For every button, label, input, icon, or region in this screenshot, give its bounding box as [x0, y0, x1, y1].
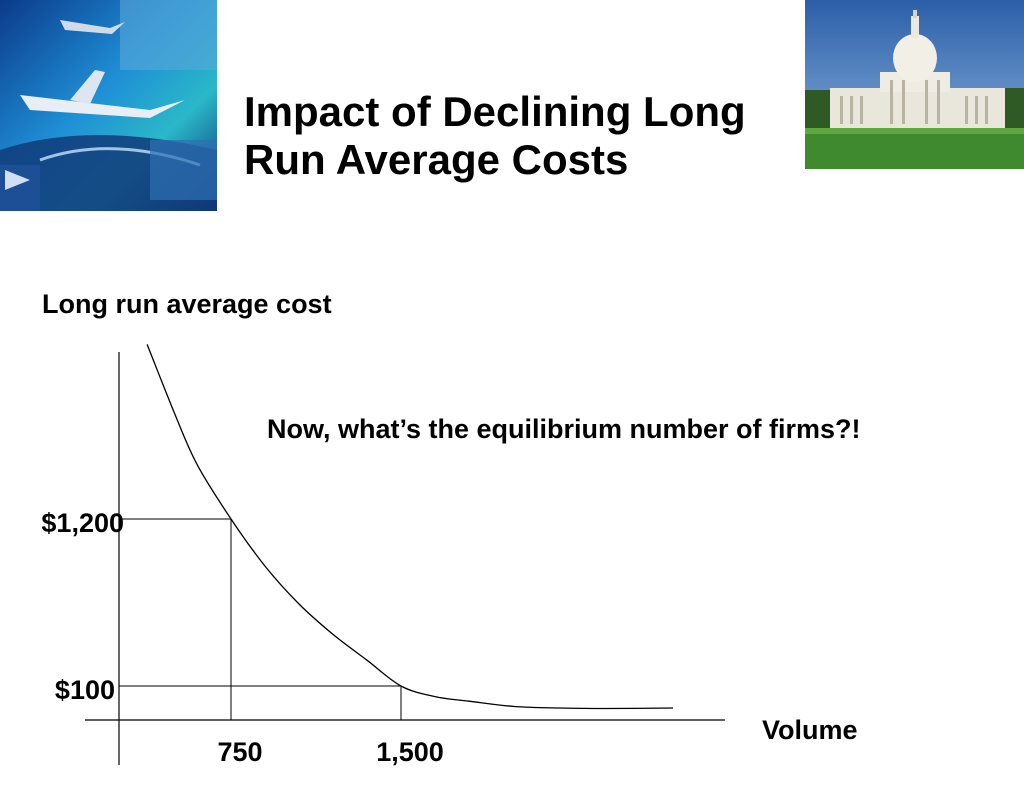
slide-title: Impact of Declining Long Run Average Cos… — [244, 88, 746, 184]
title-line-1: Impact of Declining Long — [244, 88, 746, 135]
y-tick-label-1: $1,200 — [41, 508, 124, 538]
x-axis-label: Volume — [762, 715, 858, 745]
y-axis-label: Long run average cost — [42, 289, 332, 319]
aircraft-collage-image — [0, 0, 217, 211]
capitol-building-image — [805, 0, 1024, 169]
x-tick-label-1: 750 — [217, 737, 262, 767]
lrac-curve — [146, 344, 674, 710]
title-line-2: Run Average Costs — [244, 136, 629, 183]
question-text: Now, what’s the equilibrium number of fi… — [267, 414, 861, 444]
y-tick-label-2: $100 — [55, 675, 115, 705]
x-tick-label-2: 1,500 — [376, 737, 444, 767]
